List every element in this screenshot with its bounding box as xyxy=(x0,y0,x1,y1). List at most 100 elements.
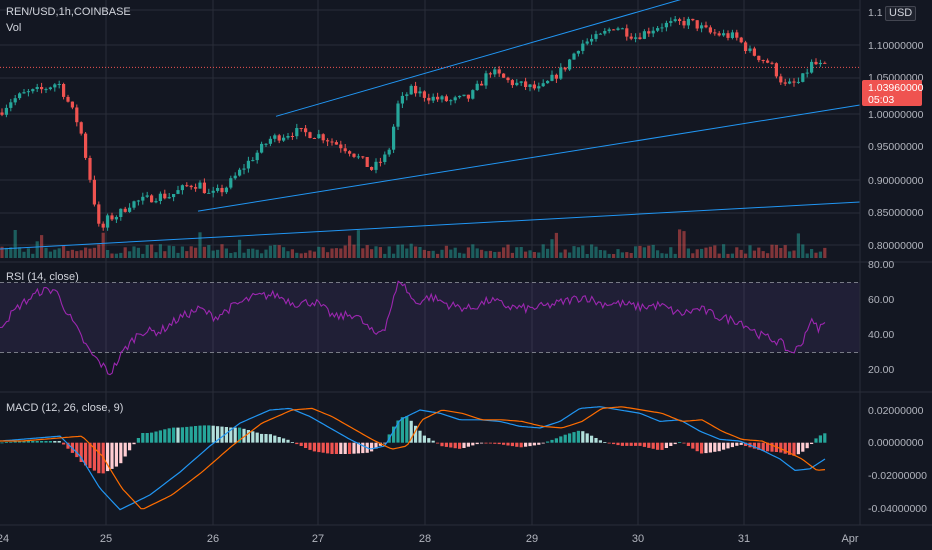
candle[interactable] xyxy=(431,93,435,104)
candle[interactable] xyxy=(238,167,242,177)
candle[interactable] xyxy=(682,17,686,29)
candle[interactable] xyxy=(9,98,13,112)
candle[interactable] xyxy=(304,125,308,137)
candle[interactable] xyxy=(163,189,167,200)
candle[interactable] xyxy=(616,26,620,31)
currency-button[interactable]: USD xyxy=(885,6,917,21)
candle[interactable] xyxy=(110,212,114,221)
candle[interactable] xyxy=(202,178,206,194)
candle[interactable] xyxy=(180,184,184,195)
trendline[interactable] xyxy=(197,104,861,212)
candle[interactable] xyxy=(444,94,448,102)
candle[interactable] xyxy=(436,92,440,102)
price-pane[interactable] xyxy=(0,0,861,258)
candle[interactable] xyxy=(590,34,594,46)
candle[interactable] xyxy=(321,133,325,144)
candle[interactable] xyxy=(788,78,792,85)
candle[interactable] xyxy=(106,213,110,231)
candle[interactable] xyxy=(488,71,492,78)
candle[interactable] xyxy=(537,82,541,92)
candle[interactable] xyxy=(361,156,365,159)
candle[interactable] xyxy=(66,94,70,103)
candle[interactable] xyxy=(783,78,787,86)
candle[interactable] xyxy=(260,141,264,154)
candle[interactable] xyxy=(484,70,488,89)
candle[interactable] xyxy=(440,95,444,103)
candle[interactable] xyxy=(524,77,528,90)
candle[interactable] xyxy=(695,20,699,32)
candle[interactable] xyxy=(62,82,66,100)
candle[interactable] xyxy=(264,143,268,147)
candle[interactable] xyxy=(387,147,391,157)
candle[interactable] xyxy=(691,18,695,22)
candle[interactable] xyxy=(629,33,633,41)
candle[interactable] xyxy=(510,79,514,88)
trendline[interactable] xyxy=(0,201,861,250)
candle[interactable] xyxy=(774,62,778,79)
candle[interactable] xyxy=(730,29,734,40)
candle[interactable] xyxy=(185,182,189,187)
candle[interactable] xyxy=(805,68,809,78)
candle[interactable] xyxy=(779,73,783,85)
candle[interactable] xyxy=(84,132,88,160)
candle[interactable] xyxy=(339,140,343,153)
candle[interactable] xyxy=(273,133,277,143)
candle[interactable] xyxy=(792,78,796,87)
candle[interactable] xyxy=(216,184,220,193)
candle[interactable] xyxy=(88,155,92,183)
candle[interactable] xyxy=(801,73,805,83)
candle[interactable] xyxy=(752,46,756,57)
candle[interactable] xyxy=(766,58,770,64)
candle[interactable] xyxy=(823,61,827,64)
candle[interactable] xyxy=(796,77,800,84)
macd-legend[interactable]: MACD (12, 26, close, 9) xyxy=(6,402,123,414)
candle[interactable] xyxy=(211,186,215,198)
candle[interactable] xyxy=(735,29,739,41)
candle[interactable] xyxy=(546,80,550,84)
candle[interactable] xyxy=(79,121,83,136)
candle[interactable] xyxy=(647,27,651,37)
candle[interactable] xyxy=(572,52,576,60)
candle[interactable] xyxy=(128,203,132,213)
candle[interactable] xyxy=(132,200,136,210)
candle[interactable] xyxy=(506,76,510,83)
candle[interactable] xyxy=(449,99,453,106)
candle[interactable] xyxy=(576,50,580,57)
macd-pane[interactable] xyxy=(0,406,827,511)
candles[interactable] xyxy=(0,16,827,231)
candle[interactable] xyxy=(427,93,431,105)
candle[interactable] xyxy=(53,83,57,92)
candle[interactable] xyxy=(466,94,470,102)
candle[interactable] xyxy=(770,61,774,65)
candle[interactable] xyxy=(242,164,246,175)
candle[interactable] xyxy=(708,25,712,35)
candle[interactable] xyxy=(246,156,250,173)
candle[interactable] xyxy=(422,90,426,102)
macd-line[interactable] xyxy=(0,406,826,511)
rsi-axis[interactable]: 80.00 60.00 40.00 20.00 xyxy=(868,259,894,376)
candle[interactable] xyxy=(480,80,484,86)
candle[interactable] xyxy=(528,84,532,92)
candle[interactable] xyxy=(814,58,818,65)
candle[interactable] xyxy=(634,33,638,43)
candle[interactable] xyxy=(620,27,624,30)
candle[interactable] xyxy=(462,94,466,97)
candle[interactable] xyxy=(141,192,145,205)
candle[interactable] xyxy=(414,81,418,97)
candle[interactable] xyxy=(13,95,17,106)
candle[interactable] xyxy=(220,184,224,197)
candle[interactable] xyxy=(550,70,554,82)
candle[interactable] xyxy=(651,26,655,38)
candle[interactable] xyxy=(625,24,629,41)
candle[interactable] xyxy=(224,186,228,194)
candle[interactable] xyxy=(35,83,39,92)
candle[interactable] xyxy=(405,92,409,101)
candle[interactable] xyxy=(233,172,237,180)
candle[interactable] xyxy=(370,166,374,171)
symbol-legend[interactable]: REN/USD, 1h, COINBASE xyxy=(6,6,131,18)
candle[interactable] xyxy=(761,59,765,64)
candle[interactable] xyxy=(136,199,140,206)
candle[interactable] xyxy=(101,221,105,231)
candle[interactable] xyxy=(154,198,158,204)
